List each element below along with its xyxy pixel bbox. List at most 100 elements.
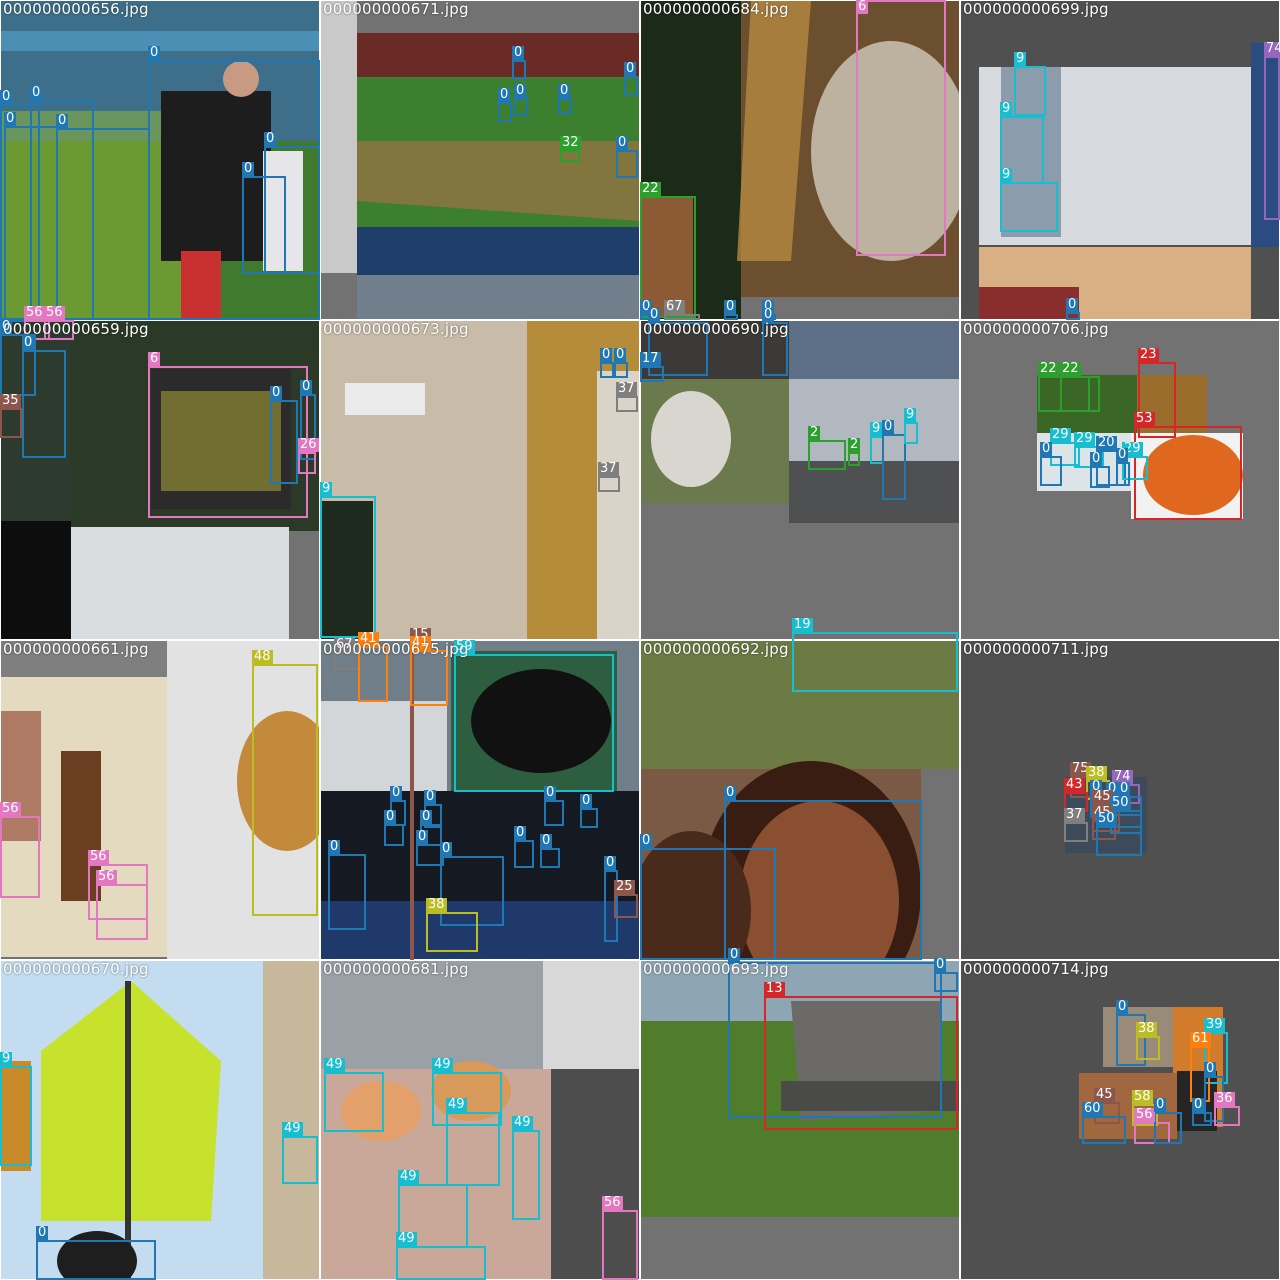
- detection-box[interactable]: [602, 1210, 638, 1280]
- detection-box[interactable]: [282, 1136, 318, 1184]
- detection-box[interactable]: [1116, 462, 1130, 486]
- detection-box[interactable]: [616, 396, 638, 412]
- detection-box[interactable]: [540, 848, 560, 868]
- detection-box[interactable]: [320, 496, 376, 638]
- detection-box[interactable]: [808, 440, 846, 470]
- detection-box[interactable]: [1000, 182, 1058, 232]
- detection-box[interactable]: [96, 884, 148, 940]
- detection-box[interactable]: [1154, 1112, 1182, 1144]
- mosaic-tile[interactable]: 000000000671.jpg: [321, 1, 639, 319]
- detection-label: 49: [324, 1057, 345, 1072]
- detection-box[interactable]: [1204, 1032, 1228, 1084]
- detection-box[interactable]: [604, 870, 618, 942]
- detection-box[interactable]: [328, 854, 366, 930]
- detection-box[interactable]: [0, 1066, 32, 1166]
- detection-box[interactable]: [0, 408, 22, 438]
- detection-box[interactable]: [724, 314, 738, 320]
- detection-box[interactable]: [1066, 312, 1080, 320]
- mosaic-tile[interactable]: 000000000659.jpg: [1, 321, 319, 639]
- detection-box[interactable]: [762, 322, 788, 376]
- detection-box[interactable]: [514, 98, 528, 116]
- detection-box[interactable]: [446, 1112, 500, 1186]
- detection-box[interactable]: [648, 322, 708, 376]
- detection-box[interactable]: [1134, 1122, 1170, 1144]
- detection-box[interactable]: [664, 314, 700, 320]
- detection-box[interactable]: [426, 912, 478, 952]
- detection-box[interactable]: [252, 664, 318, 916]
- detection-box[interactable]: [1132, 1104, 1158, 1126]
- detection-box[interactable]: [1082, 1116, 1126, 1144]
- detection-box[interactable]: [512, 60, 526, 80]
- detection-box[interactable]: [358, 646, 388, 702]
- detection-box[interactable]: [848, 452, 860, 466]
- detection-box[interactable]: [1014, 66, 1046, 116]
- detection-box[interactable]: [1136, 1036, 1160, 1060]
- detection-box[interactable]: [512, 1130, 540, 1220]
- detection-box[interactable]: [270, 400, 298, 484]
- detection-box[interactable]: [728, 962, 942, 1118]
- mosaic-tile[interactable]: 000000000675.jpg: [321, 641, 639, 959]
- detection-box[interactable]: [1096, 450, 1126, 486]
- detection-box[interactable]: [36, 1240, 156, 1280]
- detection-box[interactable]: [1134, 426, 1242, 520]
- detection-box[interactable]: [614, 362, 628, 378]
- detection-box[interactable]: [384, 824, 404, 846]
- detection-box[interactable]: [614, 894, 638, 918]
- detection-box[interactable]: [724, 800, 922, 960]
- detection-box[interactable]: [1064, 822, 1088, 842]
- detection-box[interactable]: [1040, 456, 1062, 486]
- detection-box[interactable]: [640, 196, 696, 318]
- detection-box[interactable]: [24, 320, 50, 340]
- detection-box[interactable]: [300, 394, 316, 460]
- detection-box[interactable]: [600, 362, 614, 378]
- detection-box[interactable]: [498, 102, 512, 122]
- detection-box[interactable]: [580, 808, 598, 828]
- detection-box[interactable]: [44, 320, 74, 340]
- detection-box[interactable]: [856, 0, 946, 256]
- detection-box[interactable]: [56, 128, 150, 320]
- detection-box[interactable]: [1264, 56, 1280, 220]
- mosaic-tile[interactable]: 000000000706.jpg: [961, 321, 1279, 639]
- detection-box[interactable]: [1192, 1112, 1212, 1126]
- mosaic-tile[interactable]: 000000000693.jpg: [641, 961, 959, 1279]
- mosaic-tile[interactable]: 000000000670.jpg: [1, 961, 319, 1279]
- detection-box[interactable]: [764, 996, 958, 1130]
- detection-box[interactable]: [0, 816, 40, 898]
- detection-box[interactable]: [1090, 466, 1110, 488]
- mosaic-tile[interactable]: 000000000673.jpg: [321, 321, 639, 639]
- detection-box[interactable]: [514, 840, 534, 868]
- detection-box[interactable]: [560, 150, 580, 162]
- detection-box[interactable]: [882, 434, 906, 500]
- detection-box[interactable]: [1122, 456, 1148, 480]
- detection-box[interactable]: [1060, 376, 1100, 412]
- detection-box[interactable]: [0, 104, 40, 320]
- detection-label: 50: [1110, 795, 1131, 810]
- detection-box[interactable]: [264, 146, 320, 274]
- detection-box[interactable]: [640, 366, 664, 382]
- mosaic-tile[interactable]: 000000000661.jpg: [1, 641, 319, 959]
- detection-box[interactable]: [324, 1072, 384, 1132]
- detection-box[interactable]: [558, 98, 572, 114]
- detection-box[interactable]: [792, 632, 958, 692]
- detection-box[interactable]: [298, 452, 316, 474]
- detection-box[interactable]: [1138, 362, 1176, 438]
- mosaic-tile[interactable]: 000000000681.jpg: [321, 961, 639, 1279]
- detection-box[interactable]: [1074, 446, 1104, 468]
- detection-box[interactable]: [410, 650, 448, 706]
- detection-box[interactable]: [934, 972, 958, 992]
- detection-box[interactable]: [624, 76, 638, 96]
- detection-box[interactable]: [640, 848, 776, 960]
- detection-box[interactable]: [1116, 1014, 1146, 1066]
- detection-box[interactable]: [432, 1072, 502, 1126]
- detection-box[interactable]: [904, 422, 918, 444]
- detection-box[interactable]: [616, 150, 638, 178]
- detection-box[interactable]: [396, 1246, 486, 1280]
- detection-box[interactable]: [440, 856, 504, 926]
- detection-box[interactable]: [544, 800, 564, 826]
- detection-box[interactable]: [1214, 1106, 1240, 1126]
- detection-box[interactable]: [598, 476, 620, 492]
- detection-box[interactable]: [22, 350, 66, 458]
- mosaic-tile[interactable]: 000000000690.jpg: [641, 321, 959, 639]
- detection-box[interactable]: [1096, 826, 1142, 856]
- detection-box[interactable]: [454, 654, 614, 792]
